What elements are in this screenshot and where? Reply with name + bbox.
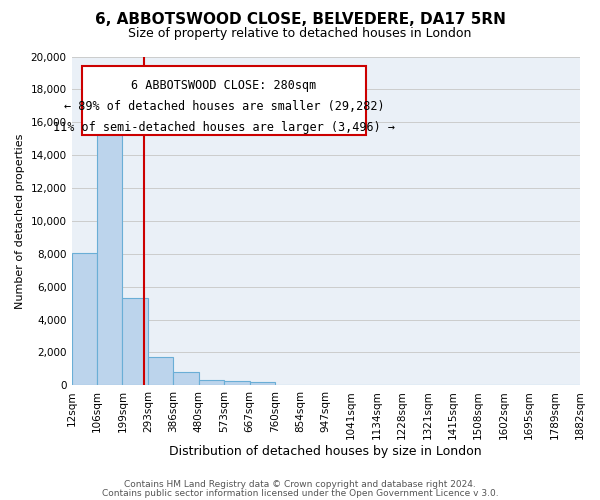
- Text: ← 89% of detached houses are smaller (29,282): ← 89% of detached houses are smaller (29…: [64, 100, 385, 113]
- Text: Contains public sector information licensed under the Open Government Licence v : Contains public sector information licen…: [101, 489, 499, 498]
- Bar: [97, 114, 122, 386]
- Bar: [224, 381, 250, 386]
- Bar: [71, 253, 97, 386]
- Bar: [122, 298, 148, 386]
- Text: Contains HM Land Registry data © Crown copyright and database right 2024.: Contains HM Land Registry data © Crown c…: [124, 480, 476, 489]
- Text: 6 ABBOTSWOOD CLOSE: 280sqm: 6 ABBOTSWOOD CLOSE: 280sqm: [131, 79, 317, 92]
- Text: 6, ABBOTSWOOD CLOSE, BELVEDERE, DA17 5RN: 6, ABBOTSWOOD CLOSE, BELVEDERE, DA17 5RN: [95, 12, 505, 28]
- Bar: [148, 356, 173, 386]
- FancyBboxPatch shape: [82, 66, 367, 136]
- Y-axis label: Number of detached properties: Number of detached properties: [15, 133, 25, 308]
- Bar: [250, 382, 275, 386]
- Text: Size of property relative to detached houses in London: Size of property relative to detached ho…: [128, 28, 472, 40]
- Bar: [199, 380, 224, 386]
- Bar: [173, 372, 199, 386]
- X-axis label: Distribution of detached houses by size in London: Distribution of detached houses by size …: [169, 444, 482, 458]
- Text: 11% of semi-detached houses are larger (3,496) →: 11% of semi-detached houses are larger (…: [53, 120, 395, 134]
